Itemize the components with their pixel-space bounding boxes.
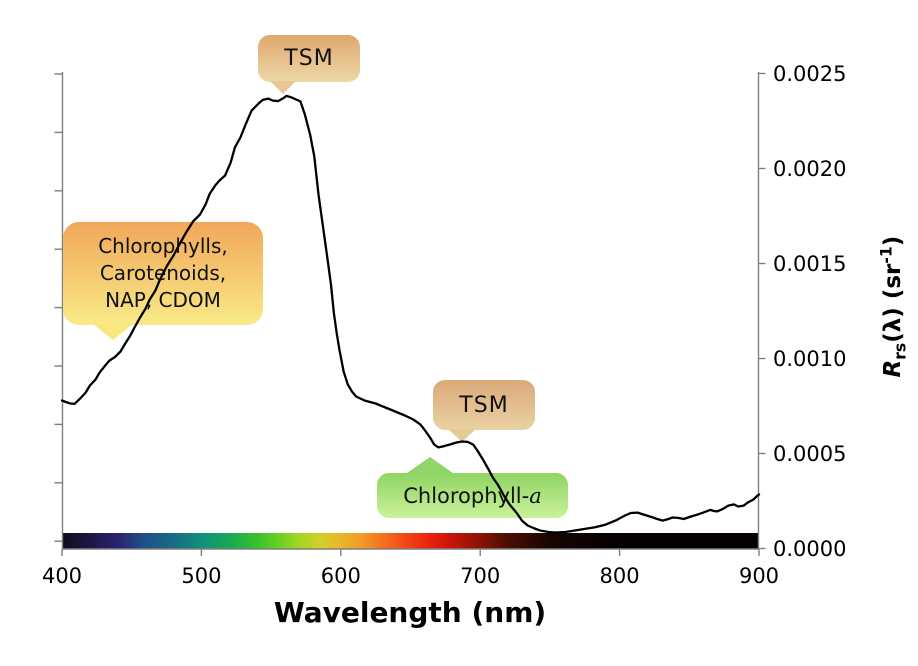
y-title-end: ): [880, 235, 907, 247]
visible-spectrum-colorbar: [62, 533, 759, 549]
y-axis-title: Rrs(λ) (sr-1): [876, 157, 909, 457]
annotation-chla-italic-a: a: [529, 483, 542, 508]
y-title-sub-rs: rs: [890, 342, 910, 360]
x-tick-label: 800: [599, 564, 640, 588]
annotation-tsm-peak-pointer: [270, 81, 296, 94]
y-tick-label: 0.0005: [773, 441, 847, 466]
annotation-chla-prefix: Chlorophyll-: [403, 483, 530, 508]
y-tick-label: 0.0025: [773, 61, 847, 86]
y-tick-label: 0.0015: [773, 251, 847, 276]
y-title-mid: (λ) (sr: [880, 263, 907, 343]
x-tick-label: 500: [181, 564, 222, 588]
annotation-pigments-line2: Carotenoids,: [99, 261, 227, 285]
x-tick-label: 600: [320, 564, 361, 588]
y-title-R: R: [880, 359, 907, 378]
annotation-pigments-line1: Chlorophylls,: [98, 234, 228, 258]
annotation-pigments-line3: NAP, CDOM: [105, 288, 221, 312]
x-tick-label: 400: [41, 564, 83, 588]
annotation-tsm-nir: TSM: [433, 380, 535, 442]
annotation-tsm-nir-pointer: [448, 429, 476, 442]
annotation-tsm-peak: TSM: [258, 35, 360, 94]
annotation-tsm-nir-label: TSM: [459, 392, 509, 418]
x-axis-title: Wavelength (nm): [273, 596, 547, 629]
annotation-pigments-pointer: [93, 324, 133, 340]
x-tick-label: 900: [738, 564, 780, 588]
y-title-sup: -1: [876, 246, 896, 264]
annotation-tsm-peak-label: TSM: [284, 46, 334, 71]
annotation-chla-pointer: [407, 457, 453, 473]
annotation-pigments: Chlorophylls, Carotenoids, NAP, CDOM: [63, 222, 263, 340]
annotation-chlorophyll-a: Chlorophyll-a: [377, 457, 568, 518]
x-tick-label: 700: [460, 564, 501, 588]
y-tick-label: 0.0020: [773, 156, 847, 181]
y-tick-label: 0.0000: [773, 536, 847, 561]
y-tick-label: 0.0010: [773, 346, 847, 371]
